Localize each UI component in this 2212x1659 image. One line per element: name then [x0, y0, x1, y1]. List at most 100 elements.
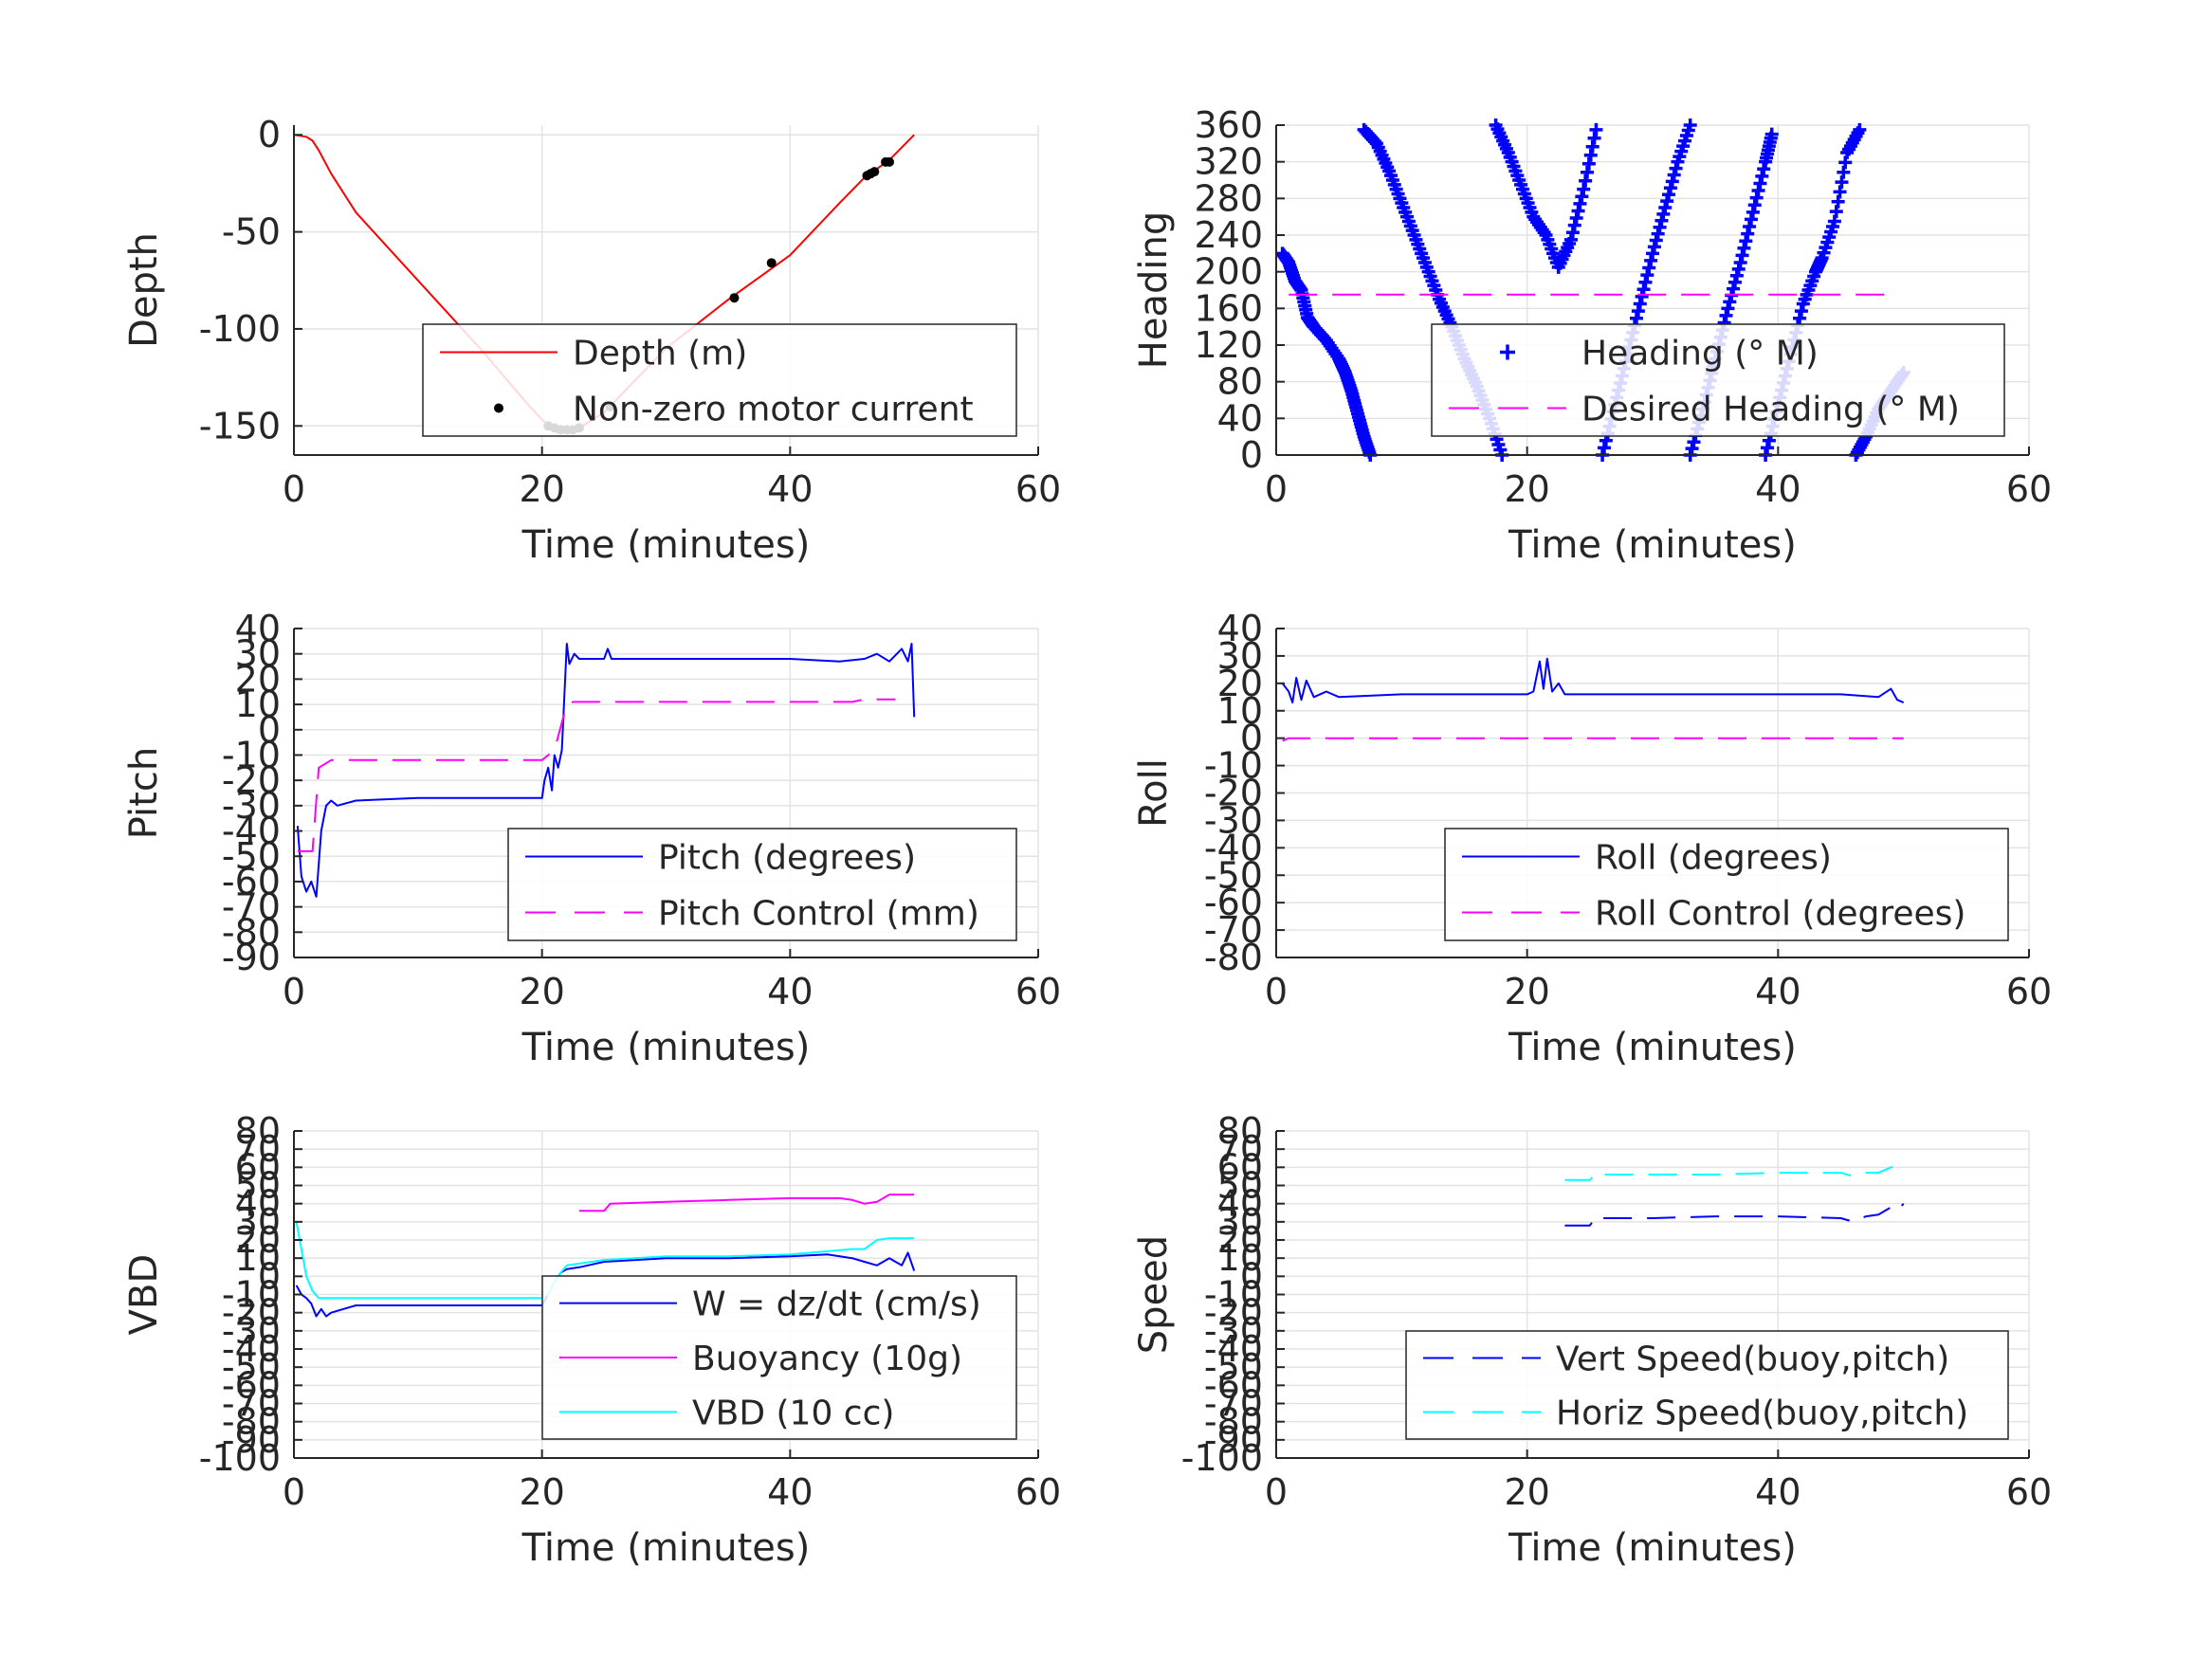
y-tick-label: 20 — [235, 1219, 281, 1261]
data-point — [1651, 227, 1665, 241]
y-tick-label: 30 — [235, 1201, 281, 1243]
data-point — [1794, 304, 1808, 319]
y-tick-label: 160 — [1194, 287, 1263, 329]
y-tick-label: 80 — [1217, 1110, 1263, 1152]
data-point — [1838, 155, 1853, 170]
data-point — [1669, 161, 1683, 175]
data-point — [1660, 194, 1674, 209]
data-point — [1831, 194, 1845, 209]
x-tick-label: 20 — [1504, 468, 1549, 510]
y-tick-label: -40 — [1204, 827, 1263, 868]
data-point — [1569, 211, 1583, 226]
y-tick-label: 280 — [1194, 177, 1263, 219]
y-tick-label: -70 — [222, 1383, 281, 1425]
series-line — [1281, 657, 1905, 704]
data-point — [1585, 139, 1600, 154]
data-point — [1733, 256, 1747, 269]
y-tick-label: -10 — [1204, 1274, 1263, 1316]
data-point — [1662, 188, 1676, 202]
y-tick-label: -90 — [222, 937, 281, 978]
y-tick-label: -100 — [199, 1437, 281, 1479]
x-tick-label: 0 — [283, 468, 305, 510]
legend: Pitch (degrees) Pitch Control (mm) — [507, 828, 1017, 941]
y-tick-label: 20 — [235, 658, 281, 700]
data-point — [1589, 122, 1603, 137]
y-tick-label: -100 — [1181, 1437, 1263, 1479]
y-tick-label: 20 — [1217, 1219, 1263, 1261]
data-point — [1757, 162, 1771, 176]
data-point — [1629, 311, 1643, 325]
y-tick-label: 10 — [1217, 1237, 1263, 1279]
data-point — [1737, 241, 1751, 255]
data-point — [1747, 198, 1762, 212]
data-point — [869, 167, 880, 177]
y-tick-label: -40 — [222, 1328, 281, 1370]
y-tick-label: -60 — [222, 1364, 281, 1406]
y-tick-label: 0 — [258, 709, 281, 751]
plot-2: Heading (° M) Desired Heading (° M) — [1275, 118, 2030, 462]
y-tick-label: 60 — [1217, 1146, 1263, 1188]
y-tick-label: 20 — [1217, 663, 1263, 704]
legend: Roll (degrees) Roll Control (degrees) — [1444, 828, 2009, 941]
data-point — [1739, 234, 1753, 248]
legend-label: Buoyancy (10g) — [692, 1340, 962, 1378]
y-tick-label: -60 — [1204, 1364, 1263, 1406]
x-tick-label: 20 — [1504, 971, 1549, 1012]
y-tick-label: 30 — [1217, 635, 1263, 677]
legend-box — [1405, 1330, 2009, 1440]
y-tick-label: 40 — [1217, 608, 1263, 649]
x-tick-label: 60 — [2006, 1471, 2052, 1513]
y-tick-label: -90 — [222, 1419, 281, 1461]
data-point — [1583, 148, 1598, 162]
y-tick-label: -50 — [222, 211, 281, 253]
data-point — [1741, 227, 1755, 241]
y-tick-label: 0 — [1240, 718, 1263, 759]
data-point — [1687, 435, 1701, 449]
x-tick-label: 20 — [519, 1471, 564, 1513]
y-tick-label: -10 — [222, 734, 281, 775]
y-axis-label: VBD — [122, 1254, 166, 1336]
data-point — [1567, 218, 1581, 232]
x-tick-label: 0 — [283, 971, 305, 1012]
legend-label: Desired Heading (° M) — [1581, 391, 1960, 429]
data-point — [1597, 441, 1611, 455]
y-axis-label: Depth — [122, 232, 166, 348]
y-tick-label: 70 — [235, 1128, 281, 1170]
x-tick-label: 60 — [1015, 971, 1061, 1012]
plot-1: Depth (m) Non-zero motor current — [293, 125, 1039, 456]
legend-label: W = dz/dt (cm/s) — [692, 1285, 981, 1324]
data-point — [1577, 182, 1591, 196]
data-point — [1729, 268, 1744, 283]
series-1 — [1564, 1203, 1905, 1227]
y-tick-label: 80 — [235, 1110, 281, 1152]
series-2 — [297, 698, 896, 852]
x-axis-label: Time (minutes) — [1508, 523, 1797, 567]
legend-label: Vert Speed(buoy,pitch) — [1556, 1340, 1949, 1379]
y-tick-label: -70 — [222, 886, 281, 928]
x-tick-label: 60 — [2006, 468, 2052, 510]
data-point — [1665, 174, 1679, 189]
data-point — [1633, 297, 1647, 311]
y-tick-label: -150 — [199, 405, 281, 447]
data-point — [1653, 220, 1667, 234]
data-point — [1644, 253, 1658, 267]
y-tick-label: 40 — [235, 1183, 281, 1225]
legend-box — [507, 828, 1017, 941]
y-tick-label: -80 — [222, 911, 281, 953]
data-point — [1731, 262, 1746, 276]
data-point — [766, 258, 777, 268]
legend-label: Heading (° M) — [1581, 335, 1819, 374]
x-tick-label: 40 — [1755, 468, 1801, 510]
series-line — [1282, 737, 1904, 742]
y-tick-label: -60 — [1204, 882, 1263, 923]
y-tick-label: -30 — [222, 1310, 281, 1352]
series-line — [1564, 1164, 1904, 1181]
data-point — [1647, 240, 1661, 254]
data-point — [1565, 226, 1580, 240]
data-point — [1587, 131, 1601, 145]
data-point — [1719, 308, 1733, 322]
y-tick-label: -50 — [1204, 1346, 1263, 1388]
y-tick-label: -70 — [1204, 1383, 1263, 1425]
data-point — [1835, 175, 1849, 190]
y-tick-label: -20 — [222, 759, 281, 801]
